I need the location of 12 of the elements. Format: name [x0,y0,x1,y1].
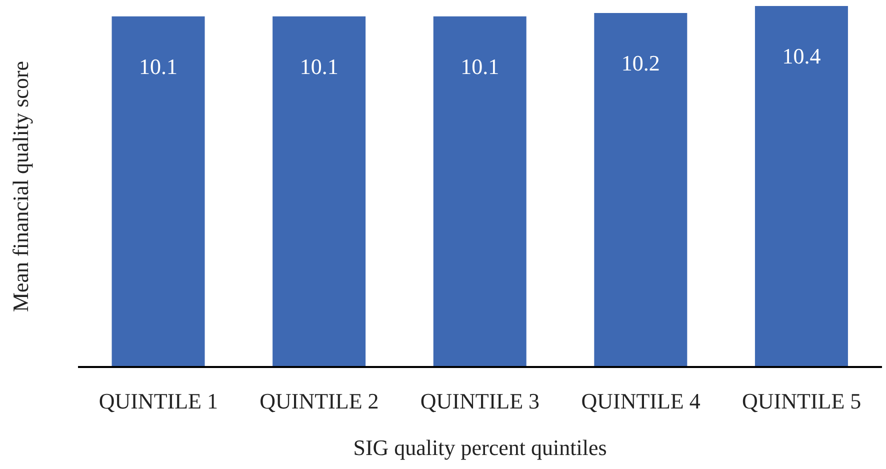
data-label: 10.4 [782,44,821,69]
data-label: 10.1 [300,54,338,80]
x-tick-label: QUINTILE 4 [581,388,700,414]
x-tick-label: QUINTILE 2 [260,388,379,414]
x-tick-label: QUINTILE 3 [420,388,540,414]
x-tick-label: QUINTILE 1 [98,388,218,414]
data-label: 10.1 [460,54,500,80]
data-label: 10.2 [621,50,660,76]
y-axis-title: Mean financial quality score [8,60,33,312]
x-axis-title: SIG quality percent quintiles [353,435,607,460]
x-tick-label: QUINTILE 5 [742,388,862,414]
data-label: 10.1 [139,54,178,80]
